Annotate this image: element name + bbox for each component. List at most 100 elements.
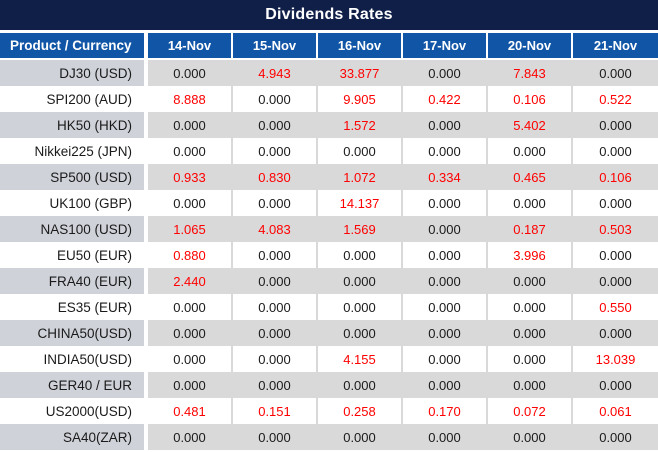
value-cell: 0.503 bbox=[573, 216, 658, 242]
table-row: NAS100 (USD) 1.065 4.083 1.569 0.000 0.187 0.5… bbox=[0, 216, 658, 242]
page-title: Dividends Rates bbox=[265, 6, 393, 23]
table-row: SPI200 (AUD) 8.888 0.000 9.905 0.422 0.106 0.5… bbox=[0, 86, 658, 112]
product-cell: GER40 / EUR bbox=[0, 372, 148, 398]
value-cell: 0.000 bbox=[403, 190, 488, 216]
value-cell: 0.000 bbox=[488, 346, 573, 372]
value-cell: 0.000 bbox=[233, 424, 318, 450]
value-cell: 0.000 bbox=[318, 268, 403, 294]
date-header: 15-Nov bbox=[233, 33, 318, 60]
product-cell: Nikkei225 (JPN) bbox=[0, 138, 148, 164]
table-row: EU50 (EUR) 0.880 0.000 0.000 0.000 3.996 0.000 bbox=[0, 242, 658, 268]
value-cell: 0.000 bbox=[403, 294, 488, 320]
value-cell: 0.334 bbox=[403, 164, 488, 190]
value-cell: 0.000 bbox=[148, 346, 233, 372]
value-cell: 0.000 bbox=[318, 424, 403, 450]
value-cell: 0.000 bbox=[573, 372, 658, 398]
value-cell: 0.000 bbox=[233, 138, 318, 164]
value-cell: 4.083 bbox=[233, 216, 318, 242]
value-cell: 0.000 bbox=[148, 190, 233, 216]
title-bar: Dividends Rates bbox=[0, 0, 658, 33]
value-cell: 1.072 bbox=[318, 164, 403, 190]
table-row: ES35 (EUR) 0.000 0.000 0.000 0.000 0.000 0.550 bbox=[0, 294, 658, 320]
value-cell: 0.258 bbox=[318, 398, 403, 424]
product-cell: ES35 (EUR) bbox=[0, 294, 148, 320]
value-cell: 0.000 bbox=[233, 242, 318, 268]
value-cell: 0.000 bbox=[403, 424, 488, 450]
date-header: 20-Nov bbox=[488, 33, 573, 60]
value-cell: 4.943 bbox=[233, 60, 318, 86]
product-cell: UK100 (GBP) bbox=[0, 190, 148, 216]
value-cell: 0.000 bbox=[148, 138, 233, 164]
table-row: CHINA50(USD) 0.000 0.000 0.000 0.000 0.000 0.0… bbox=[0, 320, 658, 346]
value-cell: 1.065 bbox=[148, 216, 233, 242]
value-cell: 0.000 bbox=[148, 320, 233, 346]
value-cell: 0.522 bbox=[573, 86, 658, 112]
value-cell: 5.402 bbox=[488, 112, 573, 138]
value-cell: 0.000 bbox=[233, 320, 318, 346]
header-row: Product / Currency 14-Nov 15-Nov 16-Nov 17-… bbox=[0, 33, 658, 60]
value-cell: 0.000 bbox=[148, 60, 233, 86]
table-row: DJ30 (USD) 0.000 4.943 33.877 0.000 7.843 0.00… bbox=[0, 60, 658, 86]
value-cell: 0.000 bbox=[403, 60, 488, 86]
value-cell: 0.000 bbox=[488, 294, 573, 320]
value-cell: 0.481 bbox=[148, 398, 233, 424]
date-header: 21-Nov bbox=[573, 33, 658, 60]
date-header: 17-Nov bbox=[403, 33, 488, 60]
value-cell: 14.137 bbox=[318, 190, 403, 216]
table-header: Product / Currency 14-Nov 15-Nov 16-Nov 17-… bbox=[0, 33, 658, 60]
value-cell: 0.550 bbox=[573, 294, 658, 320]
value-cell: 0.000 bbox=[403, 216, 488, 242]
value-cell: 0.151 bbox=[233, 398, 318, 424]
value-cell: 33.877 bbox=[318, 60, 403, 86]
value-cell: 0.000 bbox=[318, 138, 403, 164]
value-cell: 0.000 bbox=[403, 138, 488, 164]
value-cell: 0.000 bbox=[318, 242, 403, 268]
value-cell: 0.000 bbox=[233, 86, 318, 112]
value-cell: 0.000 bbox=[148, 294, 233, 320]
value-cell: 4.155 bbox=[318, 346, 403, 372]
value-cell: 0.000 bbox=[573, 60, 658, 86]
value-cell: 2.440 bbox=[148, 268, 233, 294]
value-cell: 0.000 bbox=[403, 372, 488, 398]
value-cell: 1.572 bbox=[318, 112, 403, 138]
table-row: HK50 (HKD) 0.000 0.000 1.572 0.000 5.402 0.000 bbox=[0, 112, 658, 138]
value-cell: 0.000 bbox=[488, 190, 573, 216]
value-cell: 0.000 bbox=[233, 190, 318, 216]
product-cell: INDIA50(USD) bbox=[0, 346, 148, 372]
value-cell: 0.000 bbox=[403, 112, 488, 138]
value-cell: 13.039 bbox=[573, 346, 658, 372]
value-cell: 0.000 bbox=[573, 190, 658, 216]
product-currency-header: Product / Currency bbox=[0, 33, 148, 60]
value-cell: 0.072 bbox=[488, 398, 573, 424]
product-cell: US2000(USD) bbox=[0, 398, 148, 424]
product-cell: EU50 (EUR) bbox=[0, 242, 148, 268]
value-cell: 0.000 bbox=[148, 112, 233, 138]
product-cell: SA40(ZAR) bbox=[0, 424, 148, 450]
value-cell: 0.000 bbox=[403, 242, 488, 268]
value-cell: 0.422 bbox=[403, 86, 488, 112]
table-row: INDIA50(USD) 0.000 0.000 4.155 0.000 0.000 13.… bbox=[0, 346, 658, 372]
value-cell: 9.905 bbox=[318, 86, 403, 112]
product-cell: SPI200 (AUD) bbox=[0, 86, 148, 112]
product-cell: SP500 (USD) bbox=[0, 164, 148, 190]
value-cell: 0.000 bbox=[148, 372, 233, 398]
product-cell: FRA40 (EUR) bbox=[0, 268, 148, 294]
table-row: SA40(ZAR) 0.000 0.000 0.000 0.000 0.000 0.000 bbox=[0, 424, 658, 450]
table-body: DJ30 (USD) 0.000 4.943 33.877 0.000 7.843 0.00… bbox=[0, 60, 658, 450]
table-row: SP500 (USD) 0.933 0.830 1.072 0.334 0.465 0.10… bbox=[0, 164, 658, 190]
value-cell: 0.465 bbox=[488, 164, 573, 190]
value-cell: 0.106 bbox=[573, 164, 658, 190]
value-cell: 0.170 bbox=[403, 398, 488, 424]
value-cell: 0.000 bbox=[573, 138, 658, 164]
value-cell: 7.843 bbox=[488, 60, 573, 86]
value-cell: 0.000 bbox=[233, 112, 318, 138]
value-cell: 0.000 bbox=[488, 424, 573, 450]
value-cell: 0.000 bbox=[573, 242, 658, 268]
value-cell: 0.000 bbox=[573, 112, 658, 138]
value-cell: 0.000 bbox=[318, 294, 403, 320]
dividends-table: Product / Currency 14-Nov 15-Nov 16-Nov 17-… bbox=[0, 33, 658, 450]
value-cell: 0.000 bbox=[403, 268, 488, 294]
value-cell: 0.000 bbox=[318, 320, 403, 346]
value-cell: 0.000 bbox=[403, 346, 488, 372]
value-cell: 3.996 bbox=[488, 242, 573, 268]
